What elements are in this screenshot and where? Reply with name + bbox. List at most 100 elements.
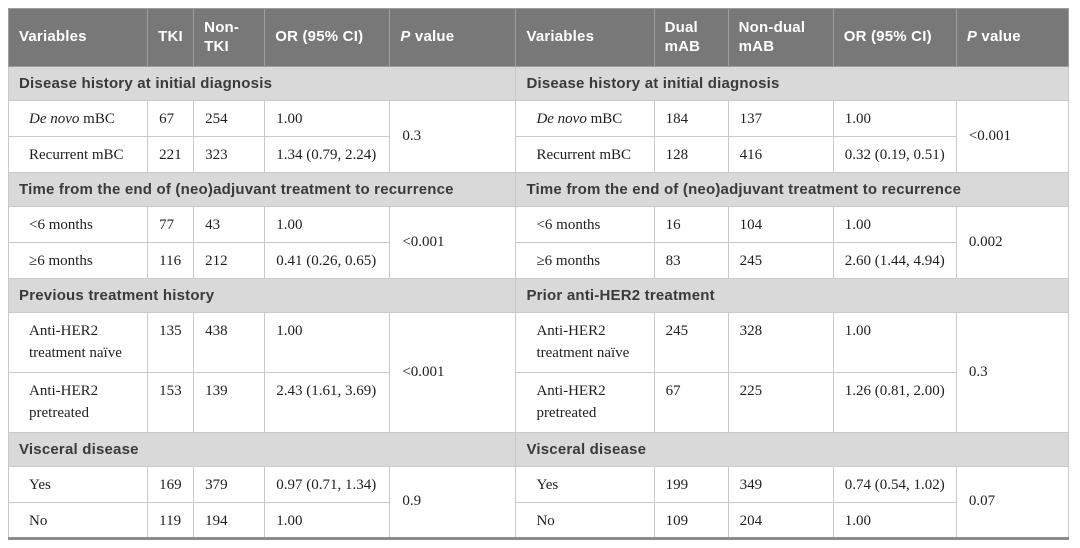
label-text: OR (95% CI): [843, 28, 932, 46]
label-text: Non-dual mAB: [738, 18, 806, 55]
label-text: Yes: [29, 477, 51, 493]
odds-ratio-cell: 1.34 (0.79, 2.24): [264, 136, 391, 173]
section-header: Disease history at initial diagnosis: [515, 66, 1069, 101]
section-row: Disease history at initial diagnosis Dise…: [7, 66, 1069, 101]
label-text: Recurrent mBC: [536, 147, 632, 163]
variable-cell: Yes: [515, 466, 655, 503]
count-cell: 128: [653, 136, 729, 173]
variable-cell: De novo mBC: [515, 100, 655, 137]
count-cell: 379: [193, 466, 266, 503]
p-value-cell: 0.9: [389, 466, 517, 539]
header-row: Variables TKI Non-TKI OR (95% CI) P value Var…: [7, 8, 1070, 67]
section-row: Previous treatment history Prior anti-HER…: [7, 278, 1069, 313]
count-cell: 245: [653, 312, 729, 373]
italic-label-part: De novo: [536, 111, 587, 127]
variable-cell: Yes: [7, 466, 149, 503]
variable-cell: <6 months: [515, 206, 655, 243]
label-text: mBC: [586, 111, 623, 127]
table-row: Yes 169 379 0.97 (0.71, 1.34) 0.9 Yes 199 349 0.…: [7, 466, 1070, 539]
count-cell: 137: [727, 100, 834, 137]
label-text: <6 months: [29, 217, 93, 233]
count-cell: 77: [147, 206, 195, 243]
variable-cell: ≥6 months: [7, 242, 149, 279]
label-text: Recurrent mBC: [29, 147, 124, 163]
table-row: Recurrent mBC 221 323 1.34 (0.79, 2.24) Recu…: [7, 136, 1069, 173]
count-cell: 184: [653, 100, 729, 137]
section-header: Visceral disease: [515, 432, 1069, 467]
count-cell: 16: [653, 206, 729, 243]
variable-cell: De novo mBC: [7, 100, 149, 137]
section-header: Previous treatment history: [7, 278, 517, 313]
odds-ratio-cell: 1.00: [832, 502, 957, 539]
section-header: Time from the end of (neo)adjuvant treat…: [515, 172, 1069, 207]
odds-ratio-cell: 1.00: [264, 206, 391, 243]
column-header-non-dual-mab: Non-dual mAB: [727, 8, 834, 67]
column-header-variables: Variables: [7, 8, 149, 67]
count-cell: 204: [727, 502, 834, 539]
table-header: Variables TKI Non-TKI OR (95% CI) P value Var…: [7, 8, 1070, 67]
count-cell: 199: [653, 466, 729, 503]
variable-cell: No: [515, 502, 655, 539]
section-row: Time from the end of (neo)adjuvant treat…: [7, 172, 1069, 207]
odds-ratio-cell: 2.60 (1.44, 4.94): [832, 242, 957, 279]
variable-cell: No: [7, 502, 149, 539]
table-body: Disease history at initial diagnosis Dise…: [7, 66, 1070, 539]
variable-cell: Anti-HER2 pretreated: [7, 372, 149, 433]
odds-ratio-cell: 1.00: [832, 100, 957, 137]
section-header: Visceral disease: [7, 432, 517, 467]
column-header-or-95-ci-: OR (95% CI): [264, 8, 391, 67]
count-cell: 83: [653, 242, 729, 279]
count-cell: 225: [727, 372, 834, 433]
column-header-non-tki: Non-TKI: [193, 8, 266, 67]
italic-label-part: P: [400, 28, 411, 46]
comparison-table: Variables TKI Non-TKI OR (95% CI) P value Var…: [7, 8, 1070, 540]
label-text: Anti-HER2 treatment naïve: [29, 323, 122, 361]
label-text: mBC: [79, 111, 115, 127]
column-header-tki: TKI: [147, 8, 195, 67]
column-header-value: P value: [389, 8, 517, 67]
table-row: Anti-HER2 treatment naïve 135 438 1.00 <0.00…: [7, 312, 1070, 433]
p-value-cell: 0.3: [955, 312, 1070, 433]
column-header-variables: Variables: [515, 8, 655, 67]
odds-ratio-cell: 2.43 (1.61, 3.69): [264, 372, 391, 433]
section-header: Prior anti-HER2 treatment: [515, 278, 1069, 313]
count-cell: 416: [727, 136, 834, 173]
count-cell: 116: [147, 242, 195, 279]
count-cell: 328: [727, 312, 834, 373]
label-text: TKI: [158, 28, 183, 46]
count-cell: 135: [147, 312, 195, 373]
table-row: No 119 194 1.00 No 109 204 1.00: [7, 502, 1069, 539]
column-header-value: P value: [955, 8, 1070, 67]
count-cell: 67: [147, 100, 195, 137]
italic-label-part: P: [966, 28, 978, 46]
label-text: Anti-HER2 treatment naïve: [536, 323, 630, 361]
table-row: <6 months 77 43 1.00 <0.001 <6 months 16 104 1.0…: [7, 206, 1070, 279]
p-value-cell: 0.3: [389, 100, 517, 173]
label-text: No: [29, 513, 48, 529]
variable-cell: Recurrent mBC: [515, 136, 655, 173]
count-cell: 245: [727, 242, 834, 279]
label-text: value: [977, 28, 1021, 46]
variable-cell: Anti-HER2 pretreated: [515, 372, 655, 433]
count-cell: 349: [727, 466, 834, 503]
italic-label-part: De novo: [29, 111, 80, 127]
count-cell: 194: [193, 502, 266, 539]
label-text: Anti-HER2 pretreated: [536, 383, 606, 421]
p-value-cell: <0.001: [955, 100, 1070, 173]
count-cell: 323: [193, 136, 266, 173]
column-header-dual-mab: Dual mAB: [653, 8, 729, 67]
odds-ratio-cell: 1.00: [264, 312, 391, 373]
variable-cell: <6 months: [7, 206, 149, 243]
p-value-cell: <0.001: [389, 206, 517, 279]
odds-ratio-cell: 1.00: [832, 206, 957, 243]
section-header: Disease history at initial diagnosis: [7, 66, 517, 101]
section-row: Visceral disease Visceral disease: [7, 432, 1069, 467]
label-text: <6 months: [536, 217, 601, 233]
label-text: value: [410, 28, 455, 46]
count-cell: 212: [193, 242, 266, 279]
odds-ratio-cell: 1.26 (0.81, 2.00): [832, 372, 957, 433]
section-header: Time from the end of (neo)adjuvant treat…: [7, 172, 517, 207]
label-text: Variables: [526, 28, 595, 46]
odds-ratio-cell: 1.00: [264, 100, 391, 137]
odds-ratio-cell: 0.32 (0.19, 0.51): [832, 136, 957, 173]
